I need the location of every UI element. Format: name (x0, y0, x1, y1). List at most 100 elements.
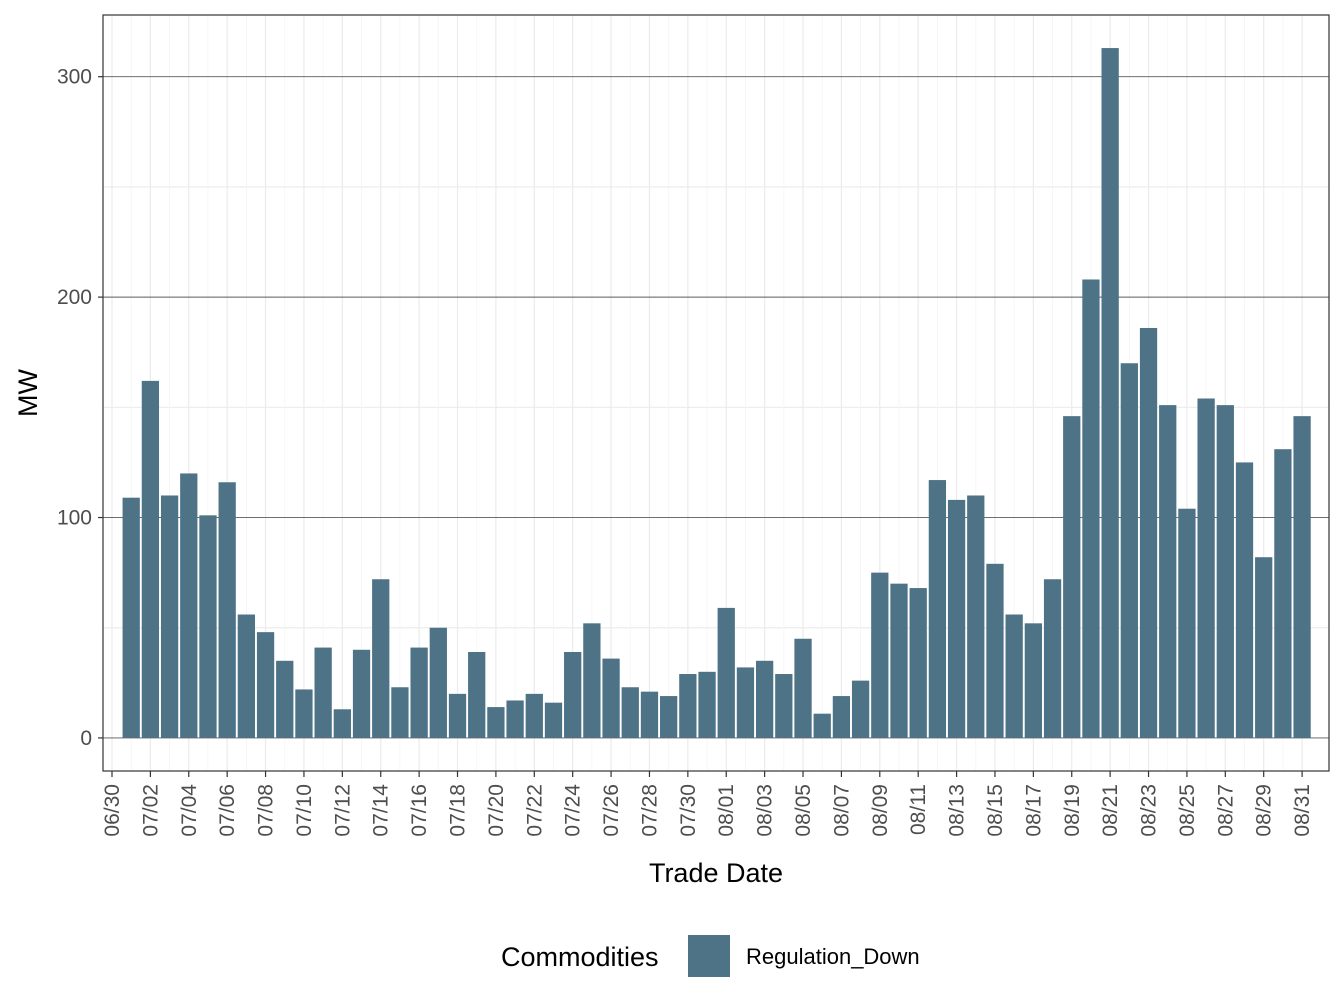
x-tick-label: 06/30 (101, 784, 124, 837)
legend: Commodities Regulation_Down (501, 935, 920, 977)
y-axis: 0 100 200 300 (57, 66, 103, 750)
bar-07-08 (256, 632, 275, 738)
bar-08-15 (986, 563, 1004, 738)
y-tick-label: 200 (57, 286, 92, 309)
x-tick-label: 07/08 (255, 784, 278, 837)
x-axis-title: Trade Date (649, 858, 783, 888)
x-tick-label: 08/07 (830, 784, 853, 837)
bar-07-19 (468, 651, 486, 738)
x-tick-label: 07/04 (178, 784, 201, 837)
bar-08-03 (755, 660, 774, 738)
bar-08-14 (967, 495, 985, 738)
x-tick-label: 08/09 (869, 784, 892, 837)
bar-08-17 (1024, 623, 1042, 738)
bar-07-05 (199, 515, 217, 738)
bar-07-04 (180, 473, 198, 738)
bar-07-10 (295, 689, 313, 738)
y-tick-label: 0 (80, 727, 92, 750)
bar-07-22 (525, 693, 543, 738)
bar-07-12 (333, 709, 351, 738)
x-tick-label: 07/02 (139, 784, 162, 837)
bar-08-19 (1063, 416, 1081, 738)
legend-title: Commodities (501, 942, 659, 972)
x-tick-label: 08/05 (792, 784, 815, 837)
bar-08-27 (1216, 405, 1234, 738)
bar-08-16 (1005, 614, 1023, 738)
bar-08-12 (928, 480, 947, 738)
y-tick-label: 300 (57, 66, 92, 89)
bar-07-21 (506, 700, 524, 738)
bar-07-25 (583, 623, 601, 738)
bar-07-03 (160, 495, 179, 738)
bar-07-09 (276, 660, 294, 738)
bar-07-18 (448, 693, 467, 738)
bar-07-24 (564, 651, 582, 738)
bar-08-23 (1139, 327, 1158, 738)
x-tick-label: 07/26 (600, 784, 623, 837)
x-tick-label: 08/31 (1291, 784, 1314, 837)
panel-border (102, 14, 1330, 772)
y-axis-title: MW (13, 369, 43, 417)
legend-key-regulation-down (688, 935, 730, 977)
bar-08-01 (717, 607, 735, 738)
bar-08-18 (1043, 579, 1062, 738)
bar-08-02 (736, 667, 755, 738)
bar-08-06 (813, 713, 831, 738)
x-tick-label: 07/14 (370, 784, 393, 837)
x-tick-label: 08/25 (1176, 784, 1199, 837)
bar-07-31 (698, 671, 716, 738)
bar-08-28 (1235, 462, 1254, 738)
bar-07-02 (141, 380, 160, 738)
bars (122, 48, 1311, 738)
x-tick-label: 08/19 (1061, 784, 1084, 837)
bar-08-11 (909, 588, 927, 738)
bar-08-07 (832, 696, 851, 738)
bar-07-20 (487, 707, 505, 738)
bar-08-05 (794, 638, 812, 738)
bar-08-24 (1159, 405, 1177, 738)
x-tick-label: 07/28 (638, 784, 661, 837)
bar-08-25 (1178, 508, 1196, 738)
bar-07-01 (122, 497, 140, 738)
bar-08-21 (1101, 48, 1119, 738)
bar-07-17 (429, 627, 447, 738)
x-tick-label: 08/11 (907, 784, 930, 835)
bar-07-14 (372, 579, 390, 738)
bar-08-09 (871, 572, 889, 738)
bar-07-13 (352, 649, 371, 738)
bar-08-08 (851, 680, 870, 738)
x-tick-label: 07/06 (216, 784, 239, 837)
bar-08-20 (1082, 279, 1100, 738)
x-tick-label: 07/16 (408, 784, 431, 837)
x-tick-label: 08/03 (754, 784, 777, 837)
x-tick-label: 08/13 (946, 784, 969, 837)
bar-07-16 (410, 647, 428, 738)
bar-07-23 (544, 702, 563, 738)
bar-07-07 (237, 614, 256, 738)
x-axis: 06/30 07/02 07/04 07/06 07/08 07/10 07/12 07/14… (101, 771, 1314, 837)
x-tick-label: 07/20 (485, 784, 508, 837)
bar-07-06 (218, 482, 236, 738)
bar-08-22 (1120, 363, 1138, 738)
x-tick-label: 08/01 (715, 784, 738, 837)
minor-gridlines (103, 15, 1329, 771)
bar-08-13 (947, 499, 966, 738)
x-tick-label: 07/24 (562, 784, 585, 837)
bar-08-29 (1255, 557, 1273, 738)
bar-07-30 (679, 674, 697, 738)
bar-07-29 (660, 696, 678, 738)
y-tick-label: 100 (57, 507, 92, 530)
bar-07-11 (314, 647, 332, 738)
legend-label-regulation-down: Regulation_Down (746, 944, 920, 969)
x-tick-label: 08/27 (1214, 784, 1237, 837)
bar-07-27 (621, 687, 639, 738)
x-tick-label: 07/10 (293, 784, 316, 837)
bar-07-28 (640, 691, 659, 738)
x-tick-label: 07/12 (331, 784, 354, 837)
x-tick-label: 08/21 (1099, 784, 1122, 837)
bar-07-26 (602, 658, 620, 738)
x-tick-label: 08/15 (984, 784, 1007, 837)
bar-08-30 (1274, 449, 1292, 738)
bar-08-04 (775, 674, 793, 738)
